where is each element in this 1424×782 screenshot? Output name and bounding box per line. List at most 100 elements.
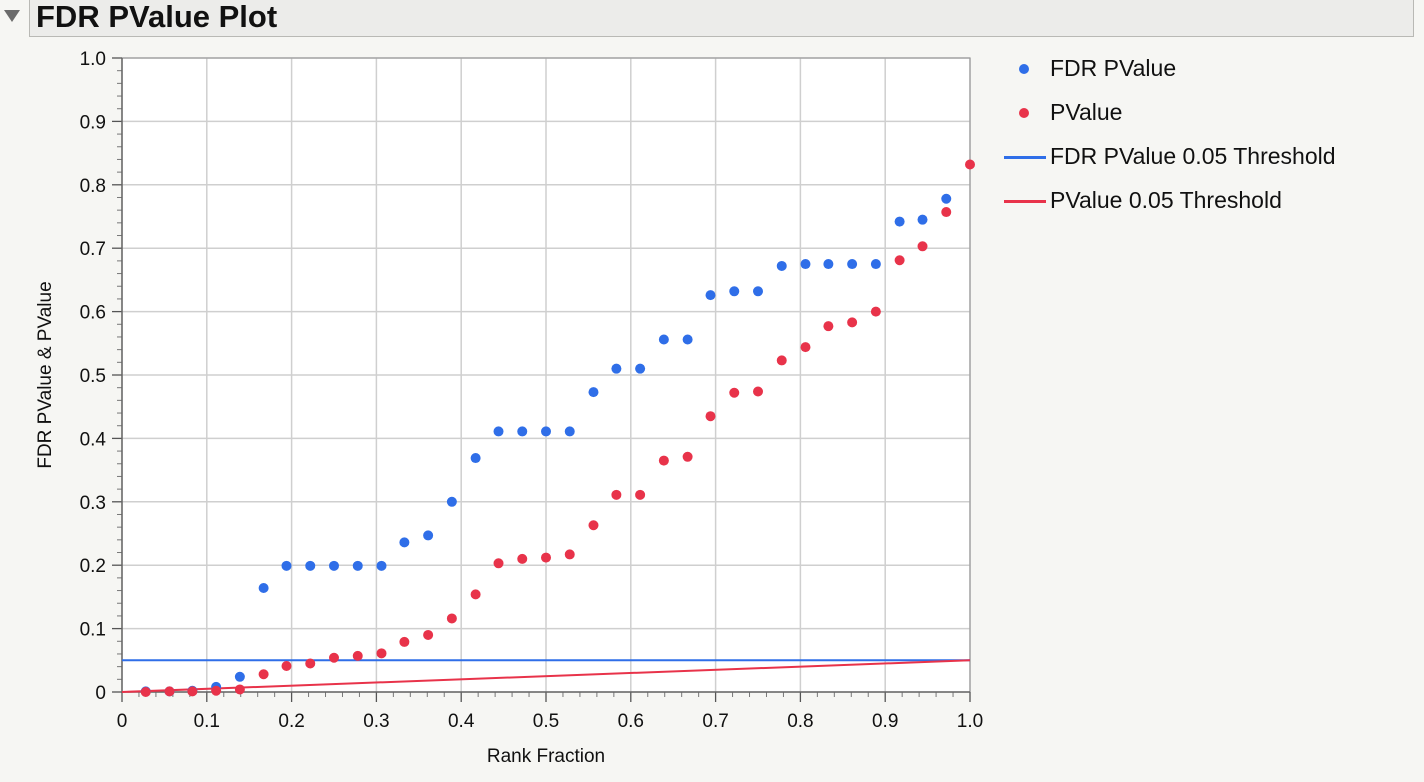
outline-title-bar: FDR PValue Plot bbox=[29, 0, 1414, 37]
data-point-series-0 bbox=[399, 537, 410, 548]
data-point-series-1 bbox=[870, 306, 881, 317]
legend-item-fdr-pvalue[interactable]: FDR PValue bbox=[1000, 52, 1400, 96]
red-dot-icon bbox=[1019, 108, 1029, 118]
legend-item-pvalue[interactable]: PValue bbox=[1000, 96, 1400, 140]
data-point-series-1 bbox=[823, 321, 834, 332]
y-tick-label: 0.7 bbox=[80, 239, 106, 260]
x-tick-label: 0.8 bbox=[787, 711, 813, 732]
data-point-series-0 bbox=[281, 560, 292, 571]
data-point-series-0 bbox=[917, 214, 928, 225]
data-point-series-0 bbox=[517, 426, 528, 437]
data-point-series-1 bbox=[352, 650, 363, 661]
data-point-series-1 bbox=[493, 558, 504, 569]
data-point-series-1 bbox=[588, 520, 599, 531]
data-point-series-1 bbox=[305, 658, 316, 669]
data-point-series-0 bbox=[541, 426, 551, 437]
data-point-series-1 bbox=[187, 686, 198, 697]
data-point-series-1 bbox=[800, 342, 811, 353]
chart-legend: FDR PValue PValue FDR PValue 0.05 Thresh… bbox=[1000, 52, 1400, 228]
y-tick-label: 0.4 bbox=[80, 429, 107, 450]
data-point-series-0 bbox=[329, 560, 339, 571]
data-point-series-1 bbox=[234, 684, 245, 695]
data-point-series-0 bbox=[800, 259, 811, 270]
data-point-series-1 bbox=[847, 317, 858, 328]
data-point-series-1 bbox=[564, 549, 575, 560]
x-tick-label: 0.1 bbox=[194, 711, 220, 732]
data-point-series-0 bbox=[423, 530, 434, 541]
data-point-series-0 bbox=[470, 453, 481, 464]
y-tick-label: 0.8 bbox=[80, 176, 106, 197]
data-point-series-0 bbox=[894, 216, 905, 227]
y-tick-label: 0.9 bbox=[80, 112, 106, 133]
disclosure-triangle-icon[interactable] bbox=[4, 10, 20, 22]
data-point-series-0 bbox=[729, 286, 740, 297]
data-point-series-0 bbox=[658, 334, 669, 345]
data-point-series-1 bbox=[446, 613, 457, 624]
data-point-series-0 bbox=[705, 290, 716, 301]
data-point-series-1 bbox=[705, 411, 716, 422]
x-tick-label: 0.5 bbox=[533, 711, 559, 732]
data-point-series-1 bbox=[211, 685, 222, 696]
data-point-series-1 bbox=[753, 386, 763, 397]
data-point-series-0 bbox=[682, 334, 693, 345]
data-point-series-1 bbox=[941, 207, 952, 218]
data-point-series-1 bbox=[258, 669, 269, 680]
data-point-series-1 bbox=[635, 489, 646, 500]
data-point-series-0 bbox=[376, 560, 387, 571]
data-point-series-1 bbox=[423, 629, 434, 640]
x-tick-label: 0 bbox=[117, 711, 128, 732]
data-point-series-0 bbox=[234, 671, 245, 682]
data-point-series-0 bbox=[446, 496, 457, 507]
data-point-series-1 bbox=[470, 589, 481, 600]
data-point-series-0 bbox=[847, 259, 858, 270]
data-point-series-0 bbox=[635, 363, 646, 374]
x-tick-label: 0.4 bbox=[448, 711, 475, 732]
data-point-series-0 bbox=[870, 259, 881, 270]
data-point-series-1 bbox=[376, 648, 387, 659]
data-point-series-1 bbox=[399, 636, 410, 647]
data-point-series-0 bbox=[611, 363, 622, 374]
data-point-series-1 bbox=[329, 652, 339, 663]
data-point-series-1 bbox=[682, 451, 693, 462]
data-point-series-1 bbox=[611, 489, 622, 500]
blue-dot-icon bbox=[1019, 64, 1029, 74]
x-tick-label: 0.7 bbox=[702, 711, 728, 732]
data-point-series-1 bbox=[729, 387, 740, 398]
data-point-series-1 bbox=[517, 553, 528, 564]
data-point-series-1 bbox=[140, 687, 151, 697]
y-tick-label: 0.3 bbox=[80, 493, 106, 514]
data-point-series-1 bbox=[541, 552, 551, 563]
x-tick-label: 0.9 bbox=[872, 711, 898, 732]
data-point-series-1 bbox=[965, 159, 975, 170]
y-tick-label: 0.1 bbox=[80, 620, 106, 641]
x-tick-label: 0.3 bbox=[363, 711, 389, 732]
data-point-series-0 bbox=[564, 426, 575, 437]
page-title: FDR PValue Plot bbox=[36, 0, 278, 34]
y-tick-label: 0.2 bbox=[80, 556, 106, 577]
legend-label: PValue 0.05 Threshold bbox=[1050, 187, 1282, 213]
y-tick-label: 0.6 bbox=[80, 303, 106, 324]
x-tick-label: 1.0 bbox=[957, 711, 983, 732]
blue-line-icon bbox=[1004, 156, 1046, 159]
x-tick-label: 0.2 bbox=[278, 711, 304, 732]
data-point-series-0 bbox=[753, 286, 763, 297]
y-axis-title: FDR PValue & PValue bbox=[35, 281, 56, 468]
y-tick-label: 0 bbox=[95, 683, 106, 704]
legend-item-pvalue-threshold[interactable]: PValue 0.05 Threshold bbox=[1000, 184, 1400, 228]
data-point-series-1 bbox=[917, 241, 928, 252]
report-header: FDR PValue Plot bbox=[0, 0, 1424, 40]
x-tick-label: 0.6 bbox=[618, 711, 644, 732]
x-axis-title: Rank Fraction bbox=[487, 746, 605, 767]
data-point-series-1 bbox=[776, 355, 787, 366]
legend-item-fdr-threshold[interactable]: FDR PValue 0.05 Threshold bbox=[1000, 140, 1400, 184]
threshold-line-3 bbox=[121, 659, 971, 693]
data-point-series-1 bbox=[894, 255, 905, 266]
data-point-series-1 bbox=[281, 661, 292, 672]
legend-label: FDR PValue 0.05 Threshold bbox=[1050, 143, 1336, 169]
legend-label: PValue bbox=[1050, 99, 1123, 125]
data-point-series-0 bbox=[493, 426, 504, 437]
y-tick-label: 0.5 bbox=[80, 366, 106, 387]
y-tick-label: 1.0 bbox=[80, 49, 106, 70]
red-line-icon bbox=[1004, 200, 1046, 203]
